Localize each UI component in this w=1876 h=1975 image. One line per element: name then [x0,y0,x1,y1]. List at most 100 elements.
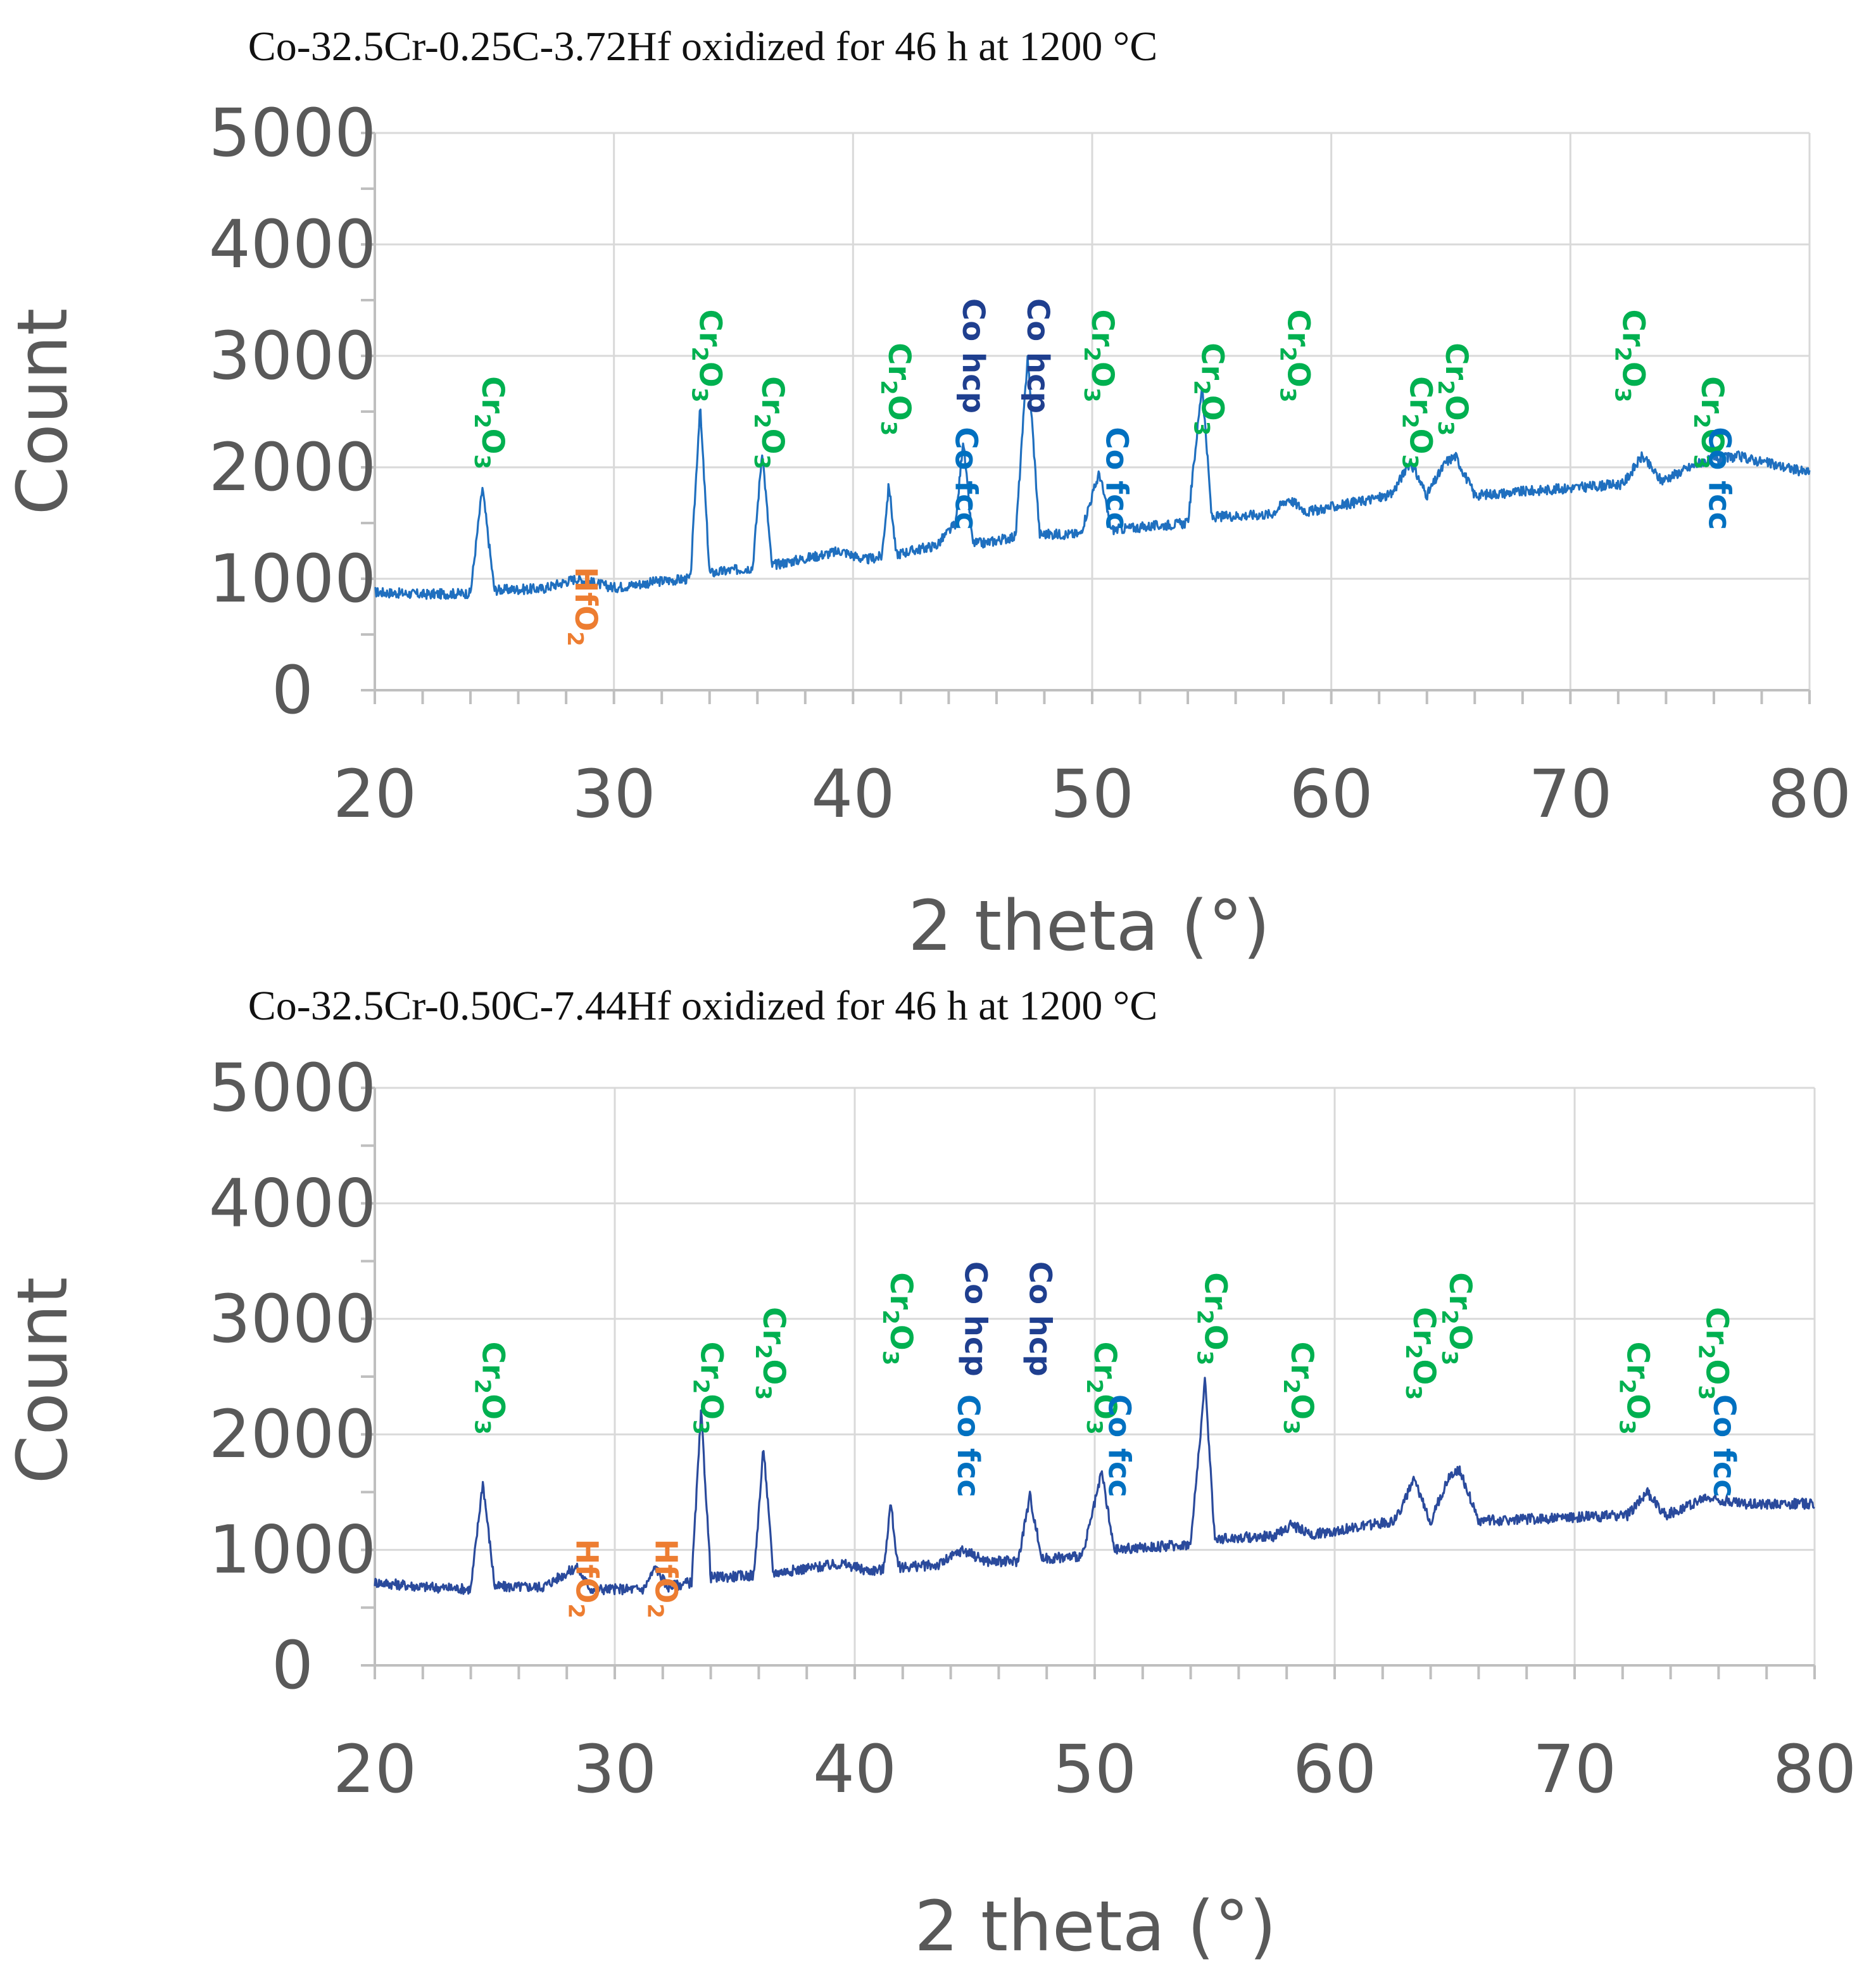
peak-label-part: O [1438,395,1474,421]
peak-label-part: 2 [1433,380,1458,395]
x-tick-label: 60 [1293,1731,1376,1808]
peak-label-part: 2 [1689,413,1714,429]
peak-label-part: 2 [876,380,901,395]
y-axis-label: Count [2,308,83,515]
peak-label: Cr2O3 [1275,309,1316,402]
chart-title: Co-32.5Cr-0.25C-3.72Hf oxidized for 46 h… [248,23,1158,70]
peak-label: Co hcp [1020,298,1055,413]
peak-label-part: Co hcp [1020,298,1055,413]
peak-label-part: 3 [1694,1385,1719,1400]
peak-label-part: O [569,1577,604,1603]
grid [375,1087,1816,1665]
y-tick-label: 3000 [209,1280,377,1358]
series-line [374,355,1811,600]
peak-label-part: O [1087,1394,1123,1420]
peak-label-part: O [1620,1394,1655,1420]
peak-label: Co hcp [957,1261,993,1377]
peak-label: Co fcc [1099,427,1135,530]
peak-label-part: Cr [1085,309,1120,346]
peak-label-part: 2 [470,1379,495,1394]
y-axis-label: Count [2,1277,83,1484]
chart-title: Co-32.5Cr-0.50C-7.44Hf oxidized for 46 h… [248,983,1158,1029]
peak-label-part: Co hcp [957,1261,993,1377]
peak-label-part: 3 [750,1385,776,1400]
peak-label-part: Cr [756,1307,791,1344]
peak-label-part: 2 [562,631,588,647]
peak-label-part: Cr [1195,343,1230,380]
peak-label: Cr2O3 [1609,309,1651,402]
peak-label-part: O [756,1360,791,1385]
peak-label-part: Cr [1699,1307,1735,1344]
peak-label-part: 2 [642,1603,667,1618]
peak-label-part: 3 [687,388,712,403]
y-tick-label: 3000 [209,317,377,394]
x-tick-label: 60 [1289,755,1373,833]
peak-label-part: 3 [1437,1351,1462,1366]
peak-label-part: 2 [1081,1379,1107,1394]
peak-label: Cr2O3 [1689,376,1730,469]
peak-label-part: Cr [1402,376,1438,413]
peak-label: Cr2O3 [1433,343,1474,436]
grid [375,132,1811,690]
peak-label-part: Co fcc [1701,427,1737,530]
peak-label-part: 2 [687,346,712,362]
peak-label-part: O [1085,362,1120,388]
x-axis-label: 2 theta (°) [914,1886,1276,1967]
peak-label: Cr2O3 [878,1272,919,1365]
peak-label-part: 2 [1614,1379,1639,1394]
x-tick-label: 30 [573,1731,657,1808]
peak-label-part: O [1699,1360,1735,1385]
x-tick-labels: 20 30 40 50 60 70 80 [333,1731,1856,1808]
peak-label: Co fcc [950,1394,986,1498]
xrd-chart-top: Co-32.5Cr-0.25C-3.72Hf oxidized for 46 h… [2,23,1851,966]
peak-label-part: 2 [1401,1344,1426,1360]
peak-label-part: O [1694,429,1730,455]
peak-label-part: 2 [878,1309,903,1325]
peak-label-part: O [881,395,917,421]
peak-label-part: Co fcc [948,427,984,530]
peak-label: Cr2O3 [1192,1272,1233,1365]
peak-label: Cr2O3 [1614,1342,1655,1435]
peak-label-part: 2 [750,1344,776,1360]
x-tick-label: 50 [1050,755,1134,833]
peak-label-part: Cr [475,376,510,413]
peak-label-part: Hf [648,1539,683,1578]
peak-label-part: Cr [1284,1342,1319,1379]
y-tick-label: 0 [272,652,313,729]
peak-label-part: Cr [1406,1307,1442,1344]
peak-label-part: Cr [881,343,917,380]
peak-label: HfO2 [562,567,603,647]
y-tick-label: 2000 [209,429,377,506]
peak-label-part: O [883,1325,919,1351]
peak-label: Cr2O3 [687,309,728,402]
peak-label: Cr2O3 [1189,343,1230,436]
y-tick-label: 4000 [209,1164,377,1242]
peak-label-part: Co fcc [950,1394,986,1498]
peak-label-part: Cr [1197,1272,1233,1309]
y-tick-label: 2000 [209,1396,377,1473]
peak-label-part: 3 [878,1351,903,1366]
y-tick-labels: 0 1000 2000 3000 4000 5000 [209,1049,377,1704]
peak-label: Co hcp [1023,1261,1058,1377]
peak-label: Co fcc [1102,1394,1137,1498]
peak-label-part: O [693,362,728,388]
peak-label-part: 2 [1609,346,1635,362]
peak-label-part: 2 [1079,346,1104,362]
peak-label-part: O [1406,1360,1442,1385]
peak-label-part: 2 [1275,346,1300,362]
x-tick-label: 50 [1053,1731,1136,1808]
x-tick-label: 40 [813,1731,897,1808]
peak-label-part: 2 [688,1379,713,1394]
peak-label-part: Co fcc [1706,1394,1742,1498]
series [374,1377,1815,1596]
peak-label: Cr2O3 [750,1307,791,1400]
y-tick-label: 4000 [209,206,377,283]
peak-label: Cr2O3 [1401,1307,1442,1400]
y-tick-label: 1000 [209,540,377,617]
peak-label-part: 2 [1694,1344,1719,1360]
peak-label-part: Co fcc [1099,427,1135,530]
peak-label: Cr2O3 [749,376,790,469]
peak-label: Cr2O3 [1694,1307,1735,1400]
